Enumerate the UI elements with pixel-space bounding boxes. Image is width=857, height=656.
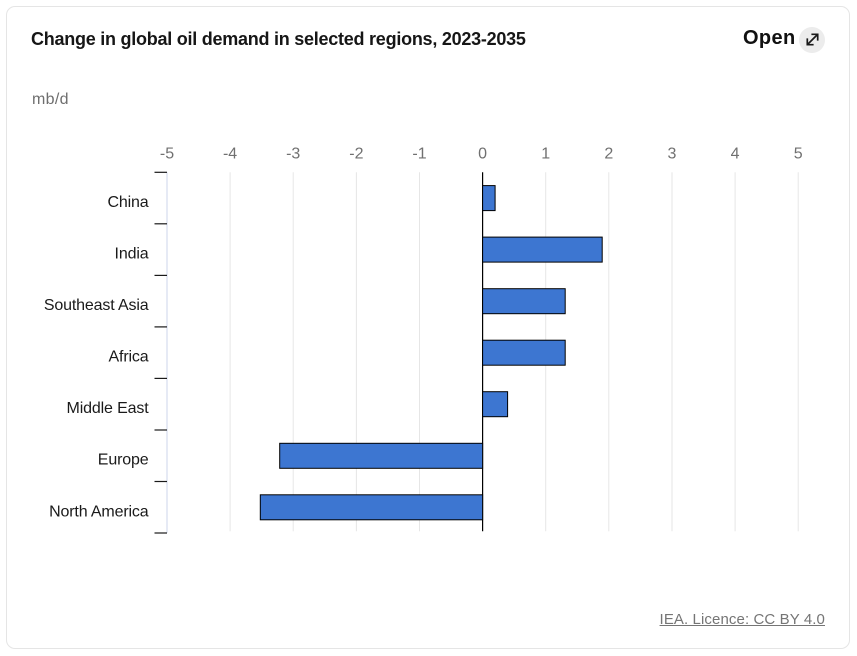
- svg-text:2: 2: [604, 146, 613, 163]
- svg-text:-2: -2: [349, 146, 363, 163]
- svg-text:Europe: Europe: [98, 452, 149, 469]
- svg-text:3: 3: [668, 146, 677, 163]
- svg-text:4: 4: [731, 146, 740, 163]
- svg-text:-1: -1: [412, 146, 426, 163]
- svg-text:-5: -5: [160, 146, 174, 163]
- svg-text:Middle East: Middle East: [67, 400, 150, 417]
- svg-text:Southeast Asia: Southeast Asia: [44, 297, 149, 314]
- svg-text:Africa: Africa: [109, 349, 149, 366]
- svg-text:India: India: [115, 246, 149, 263]
- svg-text:-3: -3: [286, 146, 300, 163]
- svg-text:0: 0: [478, 146, 487, 163]
- svg-text:5: 5: [794, 146, 803, 163]
- svg-text:China: China: [107, 194, 148, 211]
- svg-text:1: 1: [541, 146, 550, 163]
- svg-text:North America: North America: [49, 503, 149, 520]
- svg-text:-4: -4: [223, 146, 237, 163]
